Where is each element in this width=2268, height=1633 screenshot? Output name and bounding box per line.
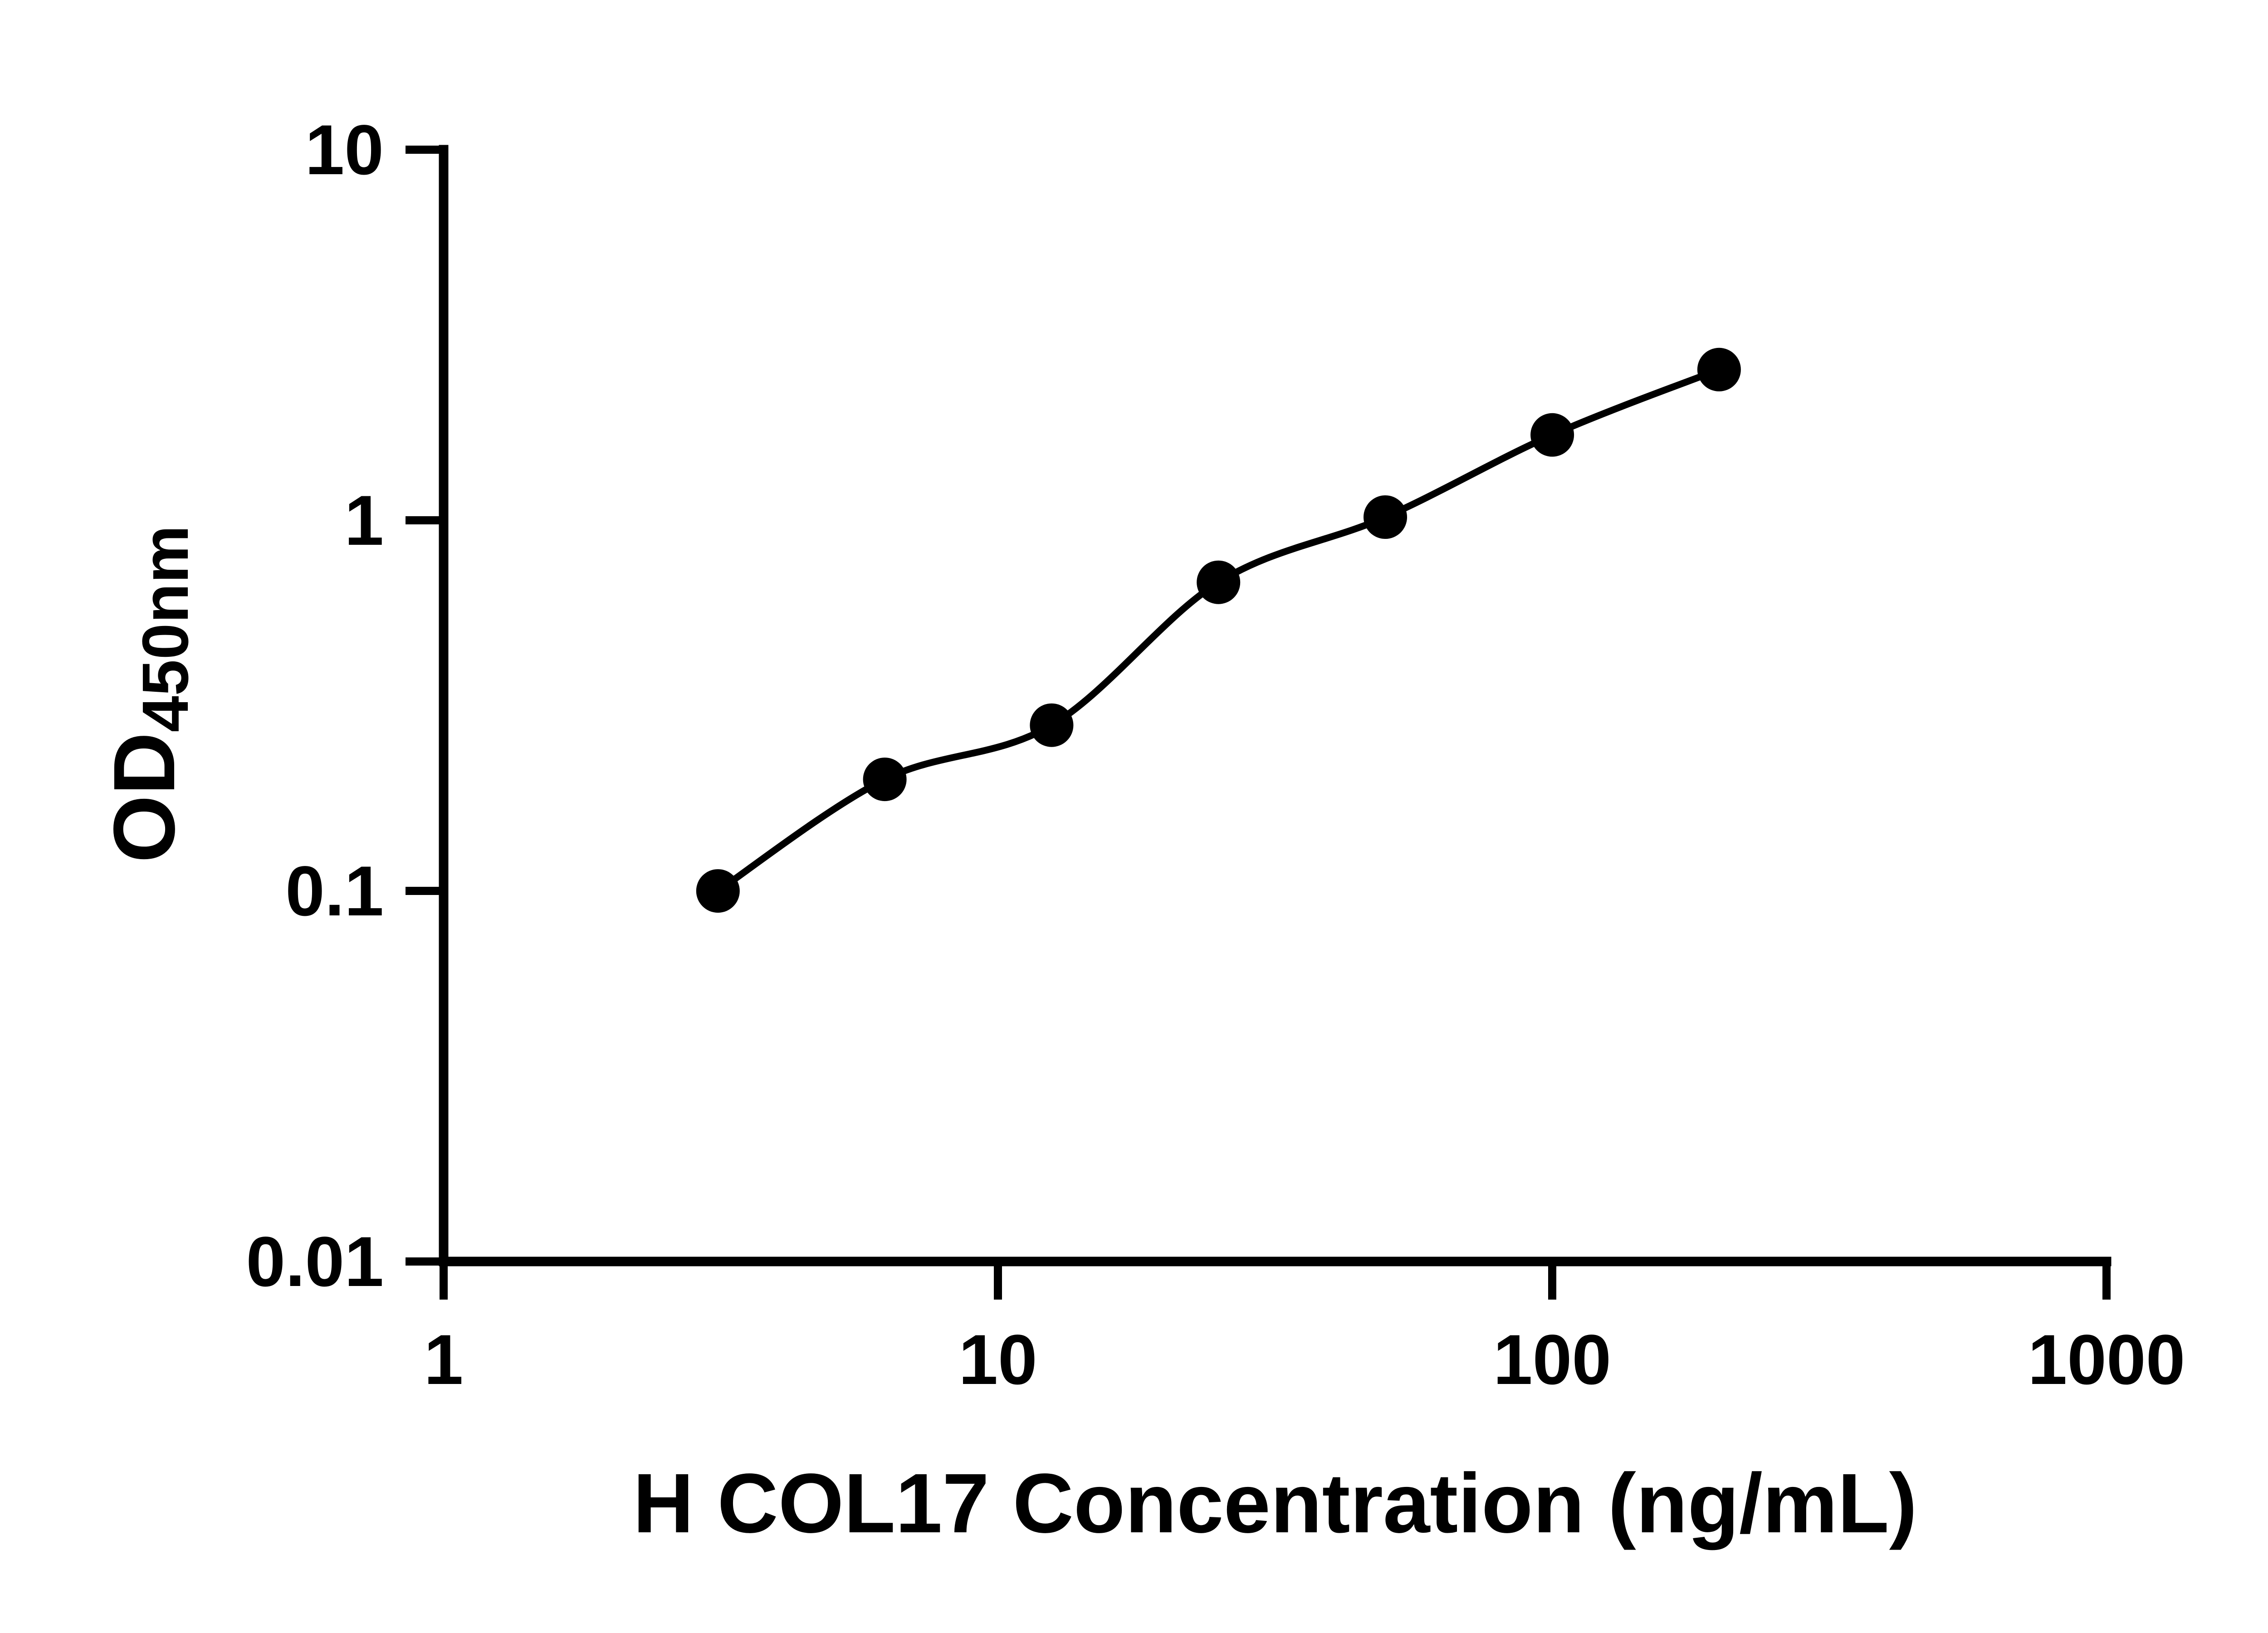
y-axis-tick-label: 10 [305,111,384,190]
x-axis-tick-label: 100 [1493,1320,1611,1399]
y-axis-title-base: OD [95,732,193,863]
y-axis-title-subscript: 450nm [131,525,203,733]
data-point [863,758,907,802]
y-axis-tick-label: 0.01 [246,1222,384,1301]
x-axis-title: H COL17 Concentration (ng/mL) [633,1457,1917,1551]
y-axis-tick-label: 1 [344,481,384,560]
data-point [1197,560,1241,604]
y-axis-tick-label: 0.1 [285,852,384,931]
x-axis-tick-label: 10 [958,1320,1037,1399]
y-axis-title: OD450nm [94,525,203,863]
data-point [1697,347,1741,391]
data-point [1030,703,1074,747]
data-point [1364,495,1407,539]
data-point [1530,413,1574,457]
x-axis-tick-label: 1000 [2028,1320,2185,1399]
data-point [696,869,740,913]
x-axis-tick-label: 1 [424,1320,464,1399]
